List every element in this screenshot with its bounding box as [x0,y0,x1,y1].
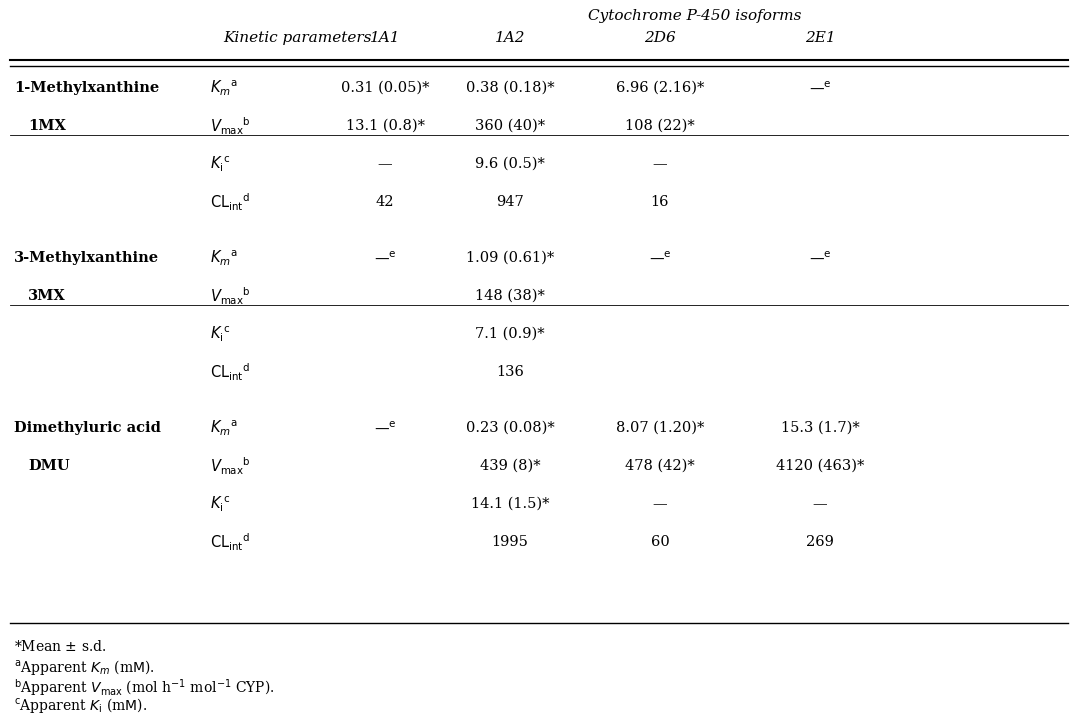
Text: 9.6 (0.5)*: 9.6 (0.5)* [475,157,545,171]
Text: 1A1: 1A1 [370,31,400,45]
Text: Dimethyluric acid: Dimethyluric acid [14,421,161,435]
Text: 0.23 (0.08)*: 0.23 (0.08)* [466,421,554,435]
Text: $\mathit{V}_{\mathrm{max}}$$^{\mathrm{b}}$: $\mathit{V}_{\mathrm{max}}$$^{\mathrm{b}… [210,456,251,477]
Text: —$^{\mathrm{e}}$: —$^{\mathrm{e}}$ [374,421,397,435]
Text: 1A2: 1A2 [495,31,525,45]
Text: 60: 60 [651,535,669,549]
Text: 3MX: 3MX [28,289,66,303]
Text: $\mathit{K}_{\mathrm{i}}$$^{\mathrm{c}}$: $\mathit{K}_{\mathrm{i}}$$^{\mathrm{c}}$ [210,324,230,344]
Text: 2D6: 2D6 [645,31,676,45]
Text: —$^{\mathrm{e}}$: —$^{\mathrm{e}}$ [374,251,397,265]
Text: 439 (8)*: 439 (8)* [480,459,540,473]
Text: $^{\mathrm{a}}$Apparent $\mathit{K}_{m}$ (m$\mathrm{M}$).: $^{\mathrm{a}}$Apparent $\mathit{K}_{m}$… [14,658,154,677]
Text: 42: 42 [376,195,395,209]
Text: —$^{\mathrm{e}}$: —$^{\mathrm{e}}$ [649,251,672,265]
Text: 4120 (463)*: 4120 (463)* [776,459,865,473]
Text: 0.31 (0.05)*: 0.31 (0.05)* [341,81,429,95]
Text: 8.07 (1.20)*: 8.07 (1.20)* [616,421,704,435]
Text: 269: 269 [806,535,834,549]
Text: $\mathit{V}_{\mathrm{max}}$$^{\mathrm{b}}$: $\mathit{V}_{\mathrm{max}}$$^{\mathrm{b}… [210,116,251,137]
Text: $\mathit{V}_{\mathrm{max}}$$^{\mathrm{b}}$: $\mathit{V}_{\mathrm{max}}$$^{\mathrm{b}… [210,285,251,307]
Text: 0.38 (0.18)*: 0.38 (0.18)* [466,81,554,95]
Text: 1-Methylxanthine: 1-Methylxanthine [14,81,160,95]
Text: *Mean $\pm$ s.d.: *Mean $\pm$ s.d. [14,639,107,654]
Text: —: — [377,157,392,171]
Text: 148 (38)*: 148 (38)* [475,289,545,303]
Text: $\mathit{K}_{\mathrm{i}}$$^{\mathrm{c}}$: $\mathit{K}_{\mathrm{i}}$$^{\mathrm{c}}$ [210,494,230,513]
Text: $\mathrm{CL}_{\mathrm{int}}$$^{\mathrm{d}}$: $\mathrm{CL}_{\mathrm{int}}$$^{\mathrm{d… [210,361,250,383]
Text: $^{\mathrm{b}}$Apparent $\mathit{V}_{\mathrm{max}}$ (mol h$^{-1}$ mol$^{-1}$ CYP: $^{\mathrm{b}}$Apparent $\mathit{V}_{\ma… [14,677,275,698]
Text: —$^{\mathrm{e}}$: —$^{\mathrm{e}}$ [808,251,831,265]
Text: 108 (22)*: 108 (22)* [625,119,695,133]
Text: 478 (42)*: 478 (42)* [625,459,695,473]
Text: 13.1 (0.8)*: 13.1 (0.8)* [346,119,425,133]
Text: 6.96 (2.16)*: 6.96 (2.16)* [616,81,704,95]
Text: $\mathit{K}_{\mathrm{i}}$$^{\mathrm{c}}$: $\mathit{K}_{\mathrm{i}}$$^{\mathrm{c}}$ [210,154,230,174]
Text: 1.09 (0.61)*: 1.09 (0.61)* [466,251,554,265]
Text: 2E1: 2E1 [804,31,835,45]
Text: $\mathrm{CL}_{\mathrm{int}}$$^{\mathrm{d}}$: $\mathrm{CL}_{\mathrm{int}}$$^{\mathrm{d… [210,531,250,553]
Text: $\mathit{K}_{m}$$^{\mathrm{a}}$: $\mathit{K}_{m}$$^{\mathrm{a}}$ [210,248,237,267]
Text: —: — [652,497,667,511]
Text: 1MX: 1MX [28,119,66,133]
Text: $\mathit{K}_{m}$$^{\mathrm{a}}$: $\mathit{K}_{m}$$^{\mathrm{a}}$ [210,419,237,438]
Text: $\mathrm{CL}_{\mathrm{int}}$$^{\mathrm{d}}$: $\mathrm{CL}_{\mathrm{int}}$$^{\mathrm{d… [210,191,250,212]
Text: 947: 947 [496,195,524,209]
Text: 136: 136 [496,365,524,379]
Text: 15.3 (1.7)*: 15.3 (1.7)* [780,421,859,435]
Text: 3-Methylxanthine: 3-Methylxanthine [14,251,160,265]
Text: DMU: DMU [28,459,70,473]
Text: 14.1 (1.5)*: 14.1 (1.5)* [471,497,550,511]
Text: Kinetic parameters: Kinetic parameters [223,31,372,45]
Text: 360 (40)*: 360 (40)* [475,119,545,133]
Text: $\mathit{K}_{m}$$^{\mathrm{a}}$: $\mathit{K}_{m}$$^{\mathrm{a}}$ [210,78,237,98]
Text: —: — [813,497,827,511]
Text: $^{\mathrm{c}}$Apparent $\mathit{K}_{\mathrm{i}}$ (m$\mathrm{M}$).: $^{\mathrm{c}}$Apparent $\mathit{K}_{\ma… [14,696,148,713]
Text: 16: 16 [651,195,669,209]
Text: —$^{\mathrm{e}}$: —$^{\mathrm{e}}$ [808,81,831,95]
Text: —: — [652,157,667,171]
Text: Cytochrome P-450 isoforms: Cytochrome P-450 isoforms [589,9,802,23]
Text: 7.1 (0.9)*: 7.1 (0.9)* [475,327,544,341]
Text: 1995: 1995 [492,535,528,549]
